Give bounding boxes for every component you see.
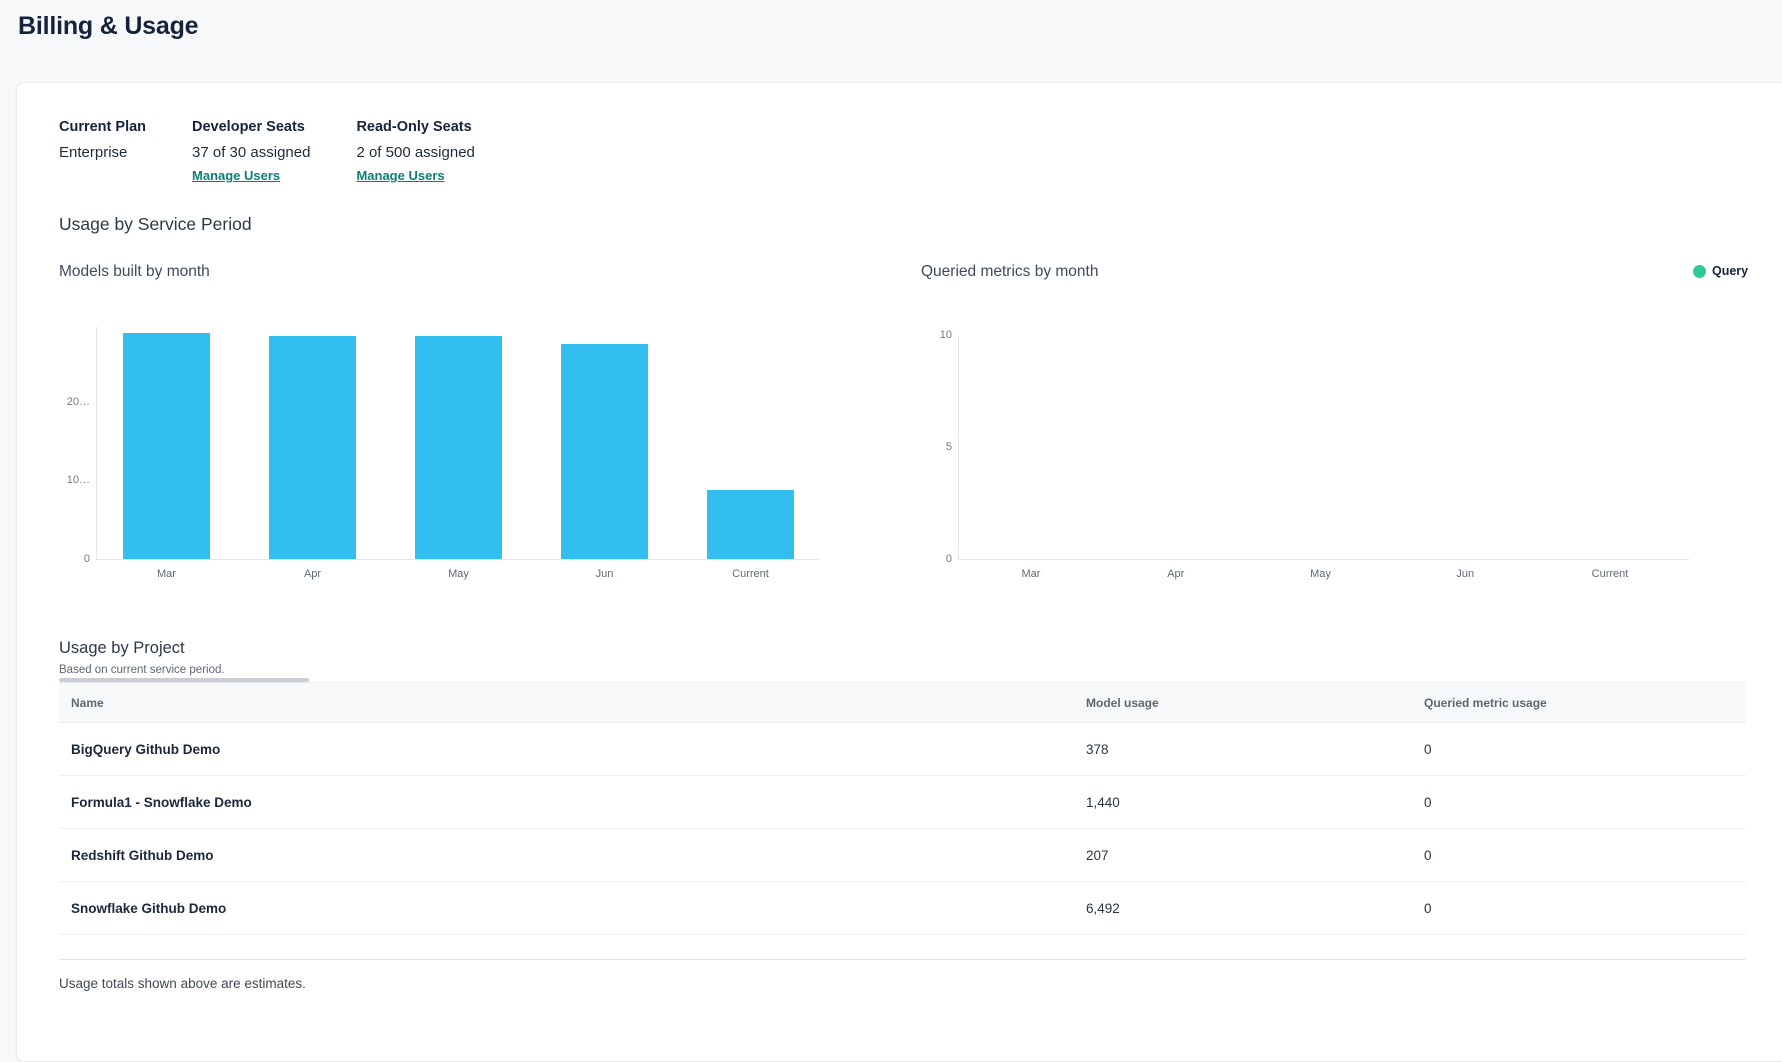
models-chart-plot: Mar Apr May Jun Current 0 10… 20…	[67, 327, 819, 580]
models-chart-title: Models built by month	[59, 263, 210, 280]
readonly-seats-column: Read-Only Seats 2 of 500 assigned Manage…	[356, 119, 474, 185]
project-name: Formula1 - Snowflake Demo	[71, 794, 252, 810]
plan-summary: Current Plan Enterprise Developer Seats …	[59, 119, 1746, 185]
queried-usage: 0	[1424, 794, 1432, 810]
queried-xaxis-label: Current	[1591, 568, 1629, 580]
table-footer-space	[59, 935, 1746, 960]
model-usage: 1,440	[1086, 794, 1120, 810]
queried-chart-title: Queried metrics by month	[921, 263, 1099, 280]
models-bar-mar[interactable]	[123, 333, 210, 559]
developer-seats-value: 37 of 30 assigned	[192, 144, 311, 161]
table-scrollbar-thumb[interactable]	[59, 678, 309, 682]
models-xaxis-label: Current	[732, 568, 769, 580]
charts-row: Models built by month Queried metrics by…	[59, 263, 1748, 593]
table-row: Redshift Github Demo 207 0	[59, 829, 1746, 882]
legend-query[interactable]: Query	[1693, 264, 1748, 278]
models-yaxis-tick: 20…	[66, 395, 90, 408]
models-xaxis-label: Mar	[157, 568, 176, 580]
billing-card: Current Plan Enterprise Developer Seats …	[16, 82, 1782, 1062]
column-header-queried: Queried metric usage	[1424, 695, 1547, 710]
queried-yaxis-tick: 10	[939, 329, 952, 341]
model-usage: 378	[1086, 741, 1109, 757]
table-row: Formula1 - Snowflake Demo 1,440 0	[59, 776, 1746, 829]
project-name: BigQuery Github Demo	[71, 741, 221, 757]
developer-seats-label: Developer Seats	[192, 119, 305, 135]
current-plan-column: Current Plan Enterprise	[59, 119, 146, 185]
readonly-seats-label: Read-Only Seats	[356, 119, 472, 135]
model-usage: 6,492	[1086, 900, 1120, 916]
current-plan-label: Current Plan	[59, 119, 147, 135]
models-xaxis-label: Apr	[303, 568, 322, 580]
models-yaxis-tick: 10…	[66, 474, 90, 487]
queried-xaxis-label: May	[1310, 568, 1331, 580]
usage-project-subtitle: Based on current service period.	[59, 664, 225, 676]
readonly-seats-value: 2 of 500 assigned	[356, 144, 475, 161]
queried-usage: 0	[1424, 741, 1432, 757]
usage-period-heading: Usage by Service Period	[59, 214, 252, 234]
usage-by-project-table: Name Model usage Queried metric usage Bi…	[59, 682, 1746, 935]
queried-xaxis-label: Mar	[1021, 568, 1041, 580]
current-plan-value: Enterprise	[59, 144, 128, 161]
queried-chart-plot: Mar Apr May Jun Current 0 5 10	[940, 329, 1689, 580]
queried-xaxis-label: Jun	[1456, 568, 1475, 580]
models-bar-current[interactable]	[707, 489, 794, 559]
page-title: Billing & Usage	[18, 12, 199, 40]
models-xaxis-label: May	[448, 568, 469, 580]
models-xaxis-label: Jun	[595, 568, 614, 580]
legend-dot-icon	[1693, 264, 1706, 278]
manage-developer-users-link[interactable]: Manage Users	[192, 168, 281, 183]
queried-usage: 0	[1424, 900, 1432, 916]
developer-seats-column: Developer Seats 37 of 30 assigned Manage…	[192, 119, 310, 185]
queried-usage: 0	[1424, 847, 1432, 863]
queried-yaxis-tick: 5	[945, 441, 952, 453]
project-name: Snowflake Github Demo	[71, 900, 227, 916]
models-bar-may[interactable]	[415, 336, 502, 559]
usage-project-heading: Usage by Project	[59, 639, 185, 657]
table-row: Snowflake Github Demo 6,492 0	[59, 882, 1746, 935]
queried-xaxis-label: Apr	[1167, 568, 1185, 580]
column-header-model: Model usage	[1086, 695, 1159, 710]
models-bar-apr[interactable]	[269, 335, 356, 559]
table-row: BigQuery Github Demo 378 0	[59, 723, 1746, 776]
model-usage: 207	[1086, 847, 1109, 863]
usage-footnote: Usage totals shown above are estimates.	[59, 976, 306, 991]
project-name: Redshift Github Demo	[71, 847, 214, 863]
column-header-name: Name	[71, 695, 104, 710]
legend-label: Query	[1712, 264, 1749, 278]
models-yaxis-tick: 0	[83, 553, 90, 565]
queried-yaxis-tick: 0	[945, 553, 952, 565]
table-header-row: Name Model usage Queried metric usage	[59, 682, 1746, 723]
models-bar-jun[interactable]	[561, 343, 648, 559]
manage-readonly-users-link[interactable]: Manage Users	[356, 168, 445, 183]
